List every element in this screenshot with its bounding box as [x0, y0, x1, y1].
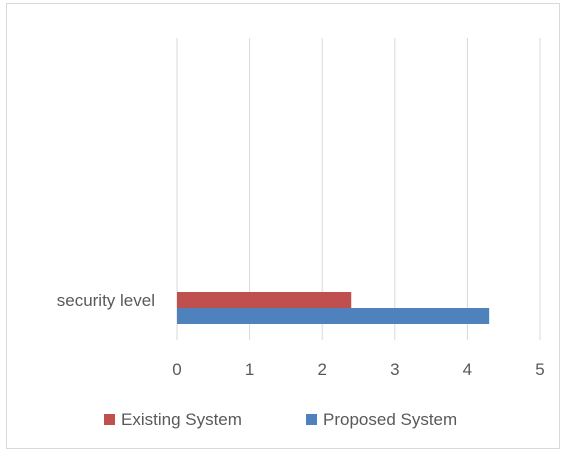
- gridlines: [176, 38, 541, 340]
- x-tick-label: 0: [172, 360, 181, 379]
- bar-existing-system: [177, 292, 352, 308]
- x-tick-label: 2: [317, 360, 326, 379]
- legend-swatch: [104, 414, 115, 425]
- x-axis-ticks: 0 1 2 3 4 5: [172, 360, 544, 379]
- legend-item: Existing System: [104, 410, 242, 429]
- legend: Existing System Proposed System: [104, 410, 457, 429]
- x-tick-label: 5: [535, 360, 544, 379]
- legend-label: Proposed System: [323, 410, 457, 429]
- x-tick-label: 1: [245, 360, 254, 379]
- bars: [177, 292, 490, 324]
- bar-proposed-system: [177, 308, 490, 324]
- x-tick-label: 3: [390, 360, 399, 379]
- category-label: security level: [57, 291, 155, 310]
- legend-item: Proposed System: [306, 410, 457, 429]
- legend-swatch: [306, 414, 317, 425]
- legend-label: Existing System: [121, 410, 242, 429]
- x-tick-label: 4: [463, 360, 472, 379]
